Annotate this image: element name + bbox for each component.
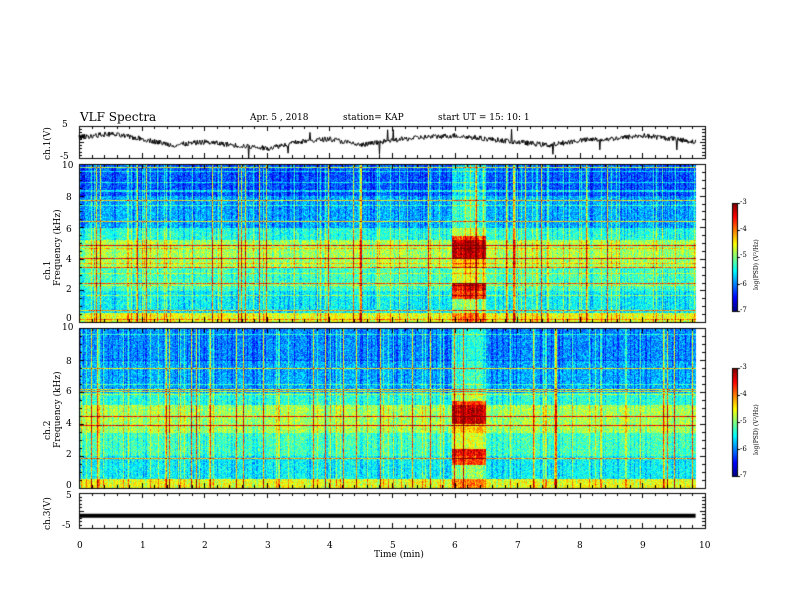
ch2-spec-ytick: 2 — [66, 450, 72, 460]
ch1-ytick: 5 — [62, 120, 68, 130]
date-label: Apr. 5 , 2018 — [250, 113, 309, 123]
cb2-label: log(PSD) (V²/Hz) — [753, 404, 760, 455]
ch3-ytick: -5 — [62, 521, 71, 531]
cb2-tick: -6 — [740, 445, 747, 453]
ch1-spec-ytick: 2 — [66, 285, 72, 295]
ch2-spec-ytick: 8 — [66, 357, 72, 367]
cb1-tick: -5 — [740, 251, 747, 259]
cb1-tick: -4 — [740, 225, 747, 233]
ch3-ytick: 5 — [66, 491, 72, 501]
x-tick: 9 — [640, 541, 646, 551]
ch1-spec-ytick: 8 — [66, 193, 72, 203]
cb1-tick: -7 — [740, 306, 747, 314]
ch3-ylabel: ch.3(V) — [43, 497, 53, 530]
cb2-tick: -4 — [740, 390, 747, 398]
ch1-ylabel: ch.1(V) — [43, 127, 53, 160]
x-tick: 10 — [699, 541, 711, 551]
ch2-spec-ytick: 4 — [66, 419, 72, 429]
ch1-spec-ytick: 4 — [66, 255, 72, 265]
x-axis-label: Time (min) — [374, 550, 424, 560]
cb1-label: log(PSD) (V²/Hz) — [753, 239, 760, 290]
cb1-tick: -3 — [740, 198, 747, 206]
cb2-tick: -3 — [740, 363, 747, 371]
x-tick: 6 — [452, 541, 458, 551]
ch1-spec-ytick: 6 — [66, 225, 72, 235]
ch1-spec-ytick: 0 — [66, 314, 72, 324]
x-tick: 8 — [577, 541, 583, 551]
start-time-label: start UT = 15: 10: 1 — [438, 113, 530, 123]
x-tick: 3 — [265, 541, 271, 551]
x-tick: 4 — [327, 541, 333, 551]
ch1-spec-ylabel2: Frequency (kHz) — [53, 209, 63, 286]
station-label: station= KAP — [343, 113, 404, 123]
cb2-tick: -7 — [740, 471, 747, 479]
ch1-spec-ytick: 10 — [62, 161, 74, 171]
cb1-tick: -6 — [740, 280, 747, 288]
ch2-spec-ytick: 10 — [62, 323, 74, 333]
x-tick: 5 — [390, 541, 396, 551]
ch1-ytick: -5 — [60, 152, 69, 162]
x-tick: 2 — [202, 541, 208, 551]
ch2-spec-ytick: 6 — [66, 387, 72, 397]
x-tick: 0 — [77, 541, 83, 551]
cb2-tick: -5 — [740, 417, 747, 425]
ch1-spec-ylabel: ch.1 — [43, 260, 53, 280]
ch2-spec-ylabel2: Frequency (kHz) — [53, 371, 63, 448]
ch2-spec-ylabel: ch.2 — [43, 420, 53, 440]
chart-title: VLF Spectra — [80, 110, 157, 124]
x-tick: 7 — [515, 541, 521, 551]
x-tick: 1 — [140, 541, 146, 551]
ch2-spec-ytick: 0 — [66, 481, 72, 491]
